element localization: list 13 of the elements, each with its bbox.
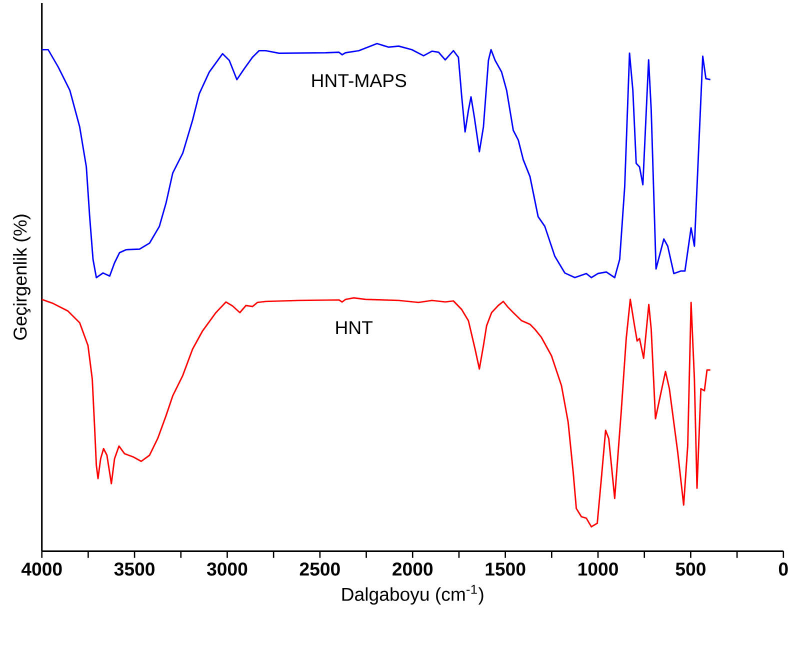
x-tick-label: 2500 [300, 562, 340, 576]
x-tick-label: 1000 [578, 562, 618, 576]
x-tick-label: 500 [676, 562, 706, 576]
y-axis-title: Geçirgenlik (%) [13, 214, 31, 340]
series-label: HNT [336, 321, 373, 334]
x-tick-label: 3000 [206, 562, 248, 576]
x-tick-label: 4000 [21, 562, 62, 576]
x-tick-label: 3500 [114, 562, 154, 576]
x-tick-label: 1500 [486, 562, 526, 576]
series-label: HNT-MAPS [312, 74, 406, 88]
x-tick-label: 2000 [392, 562, 433, 576]
x-axis-title: Dalgaboyu (cm$^{-1}$) [342, 584, 484, 605]
x-tick-label: 0 [778, 562, 788, 576]
